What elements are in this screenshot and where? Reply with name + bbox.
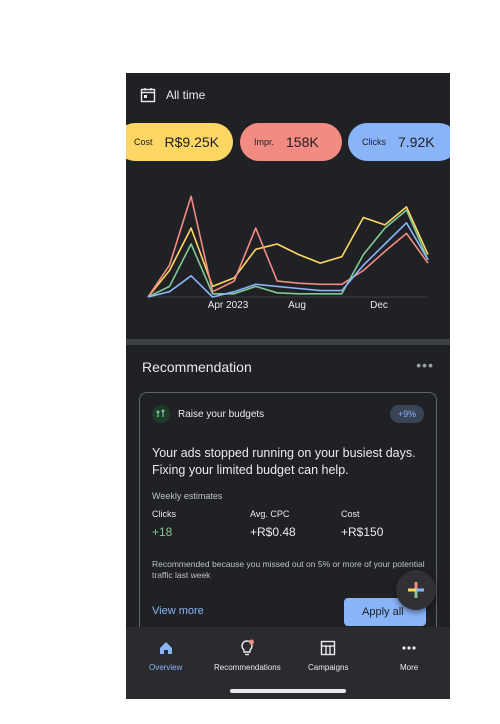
nav-recommendations[interactable]: Recommendations	[214, 639, 281, 672]
campaigns-icon	[321, 640, 336, 656]
stat-avg-cpc: Avg. CPC +R$0.48	[250, 509, 296, 539]
metric-chip-impressions[interactable]: Impr. 158K	[240, 123, 342, 161]
x-tick-label: Apr 2023	[208, 300, 249, 311]
stat-cost: Cost +R$150	[341, 509, 383, 539]
card-header: Raise your budgets	[152, 405, 264, 423]
app-screen: All time Cost R$9.25K Impr. 158K Clicks …	[126, 73, 450, 699]
score-badge: +9%	[390, 405, 424, 423]
stat-label: Cost	[341, 509, 360, 519]
nav-label: Overview	[149, 663, 183, 672]
stat-clicks: Clicks +18	[152, 509, 176, 539]
metric-label: Cost	[134, 137, 153, 147]
card-title: Raise your budgets	[178, 408, 265, 420]
nav-overview[interactable]: Overview	[149, 639, 182, 672]
metric-value: 158K	[286, 134, 319, 150]
plus-icon	[408, 582, 424, 598]
lightbulb-icon	[241, 639, 255, 656]
nav-label: More	[400, 663, 419, 672]
card-headline: Your ads stopped running on your busiest…	[152, 446, 416, 477]
section-divider	[126, 339, 450, 345]
chart-series-line-2	[147, 209, 429, 298]
metric-chip-clicks[interactable]: Clicks 7.92K	[348, 123, 450, 161]
view-more-link[interactable]: View more	[152, 605, 204, 617]
nav-label: Campaigns	[308, 663, 349, 672]
recommendation-reason: Recommended because you missed out on 5%…	[152, 559, 425, 580]
create-fab-button[interactable]	[396, 570, 436, 610]
chart-series-line-3	[147, 221, 429, 298]
date-range-selector[interactable]: All time	[140, 85, 205, 105]
nav-more[interactable]: More	[400, 639, 418, 672]
nav-campaigns[interactable]: Campaigns	[308, 639, 348, 672]
bottom-navigation: Overview Recommendations Ca	[126, 627, 450, 699]
x-tick-label: Dec	[370, 300, 388, 311]
stat-value: +18	[152, 525, 173, 539]
performance-chart[interactable]: Apr 2023 Aug Dec	[126, 183, 450, 333]
weekly-estimates-label: Weekly estimates	[152, 491, 223, 501]
stat-value: +R$0.48	[250, 525, 296, 539]
chart-series-line-0	[147, 206, 429, 298]
metric-chips: Cost R$9.25K Impr. 158K Clicks 7.92K	[126, 123, 450, 161]
apply-all-label: Apply all	[362, 606, 404, 618]
chart-series-line-1	[147, 195, 429, 298]
recommendation-heading: Recommendation	[142, 359, 252, 375]
stat-value: +R$150	[341, 525, 384, 539]
metric-value: R$9.25K	[164, 134, 219, 150]
budget-icon	[152, 405, 170, 423]
home-indicator	[230, 689, 346, 693]
stat-label: Clicks	[152, 509, 176, 519]
metric-chip-cost[interactable]: Cost R$9.25K	[126, 123, 233, 161]
more-options-icon[interactable]: •••	[416, 357, 434, 373]
nav-label: Recommendations	[214, 663, 281, 672]
metric-value: 7.92K	[398, 134, 435, 150]
x-tick-label: Aug	[288, 300, 306, 311]
metric-label: Clicks	[362, 137, 386, 147]
date-range-label: All time	[166, 88, 206, 102]
recommendation-card[interactable]: Raise your budgets +9% Your ads stopped …	[139, 392, 437, 637]
more-dots-icon	[402, 646, 416, 650]
metric-label: Impr.	[254, 137, 275, 147]
home-icon	[159, 642, 172, 654]
calendar-icon	[140, 88, 156, 103]
stat-label: Avg. CPC	[250, 509, 290, 519]
